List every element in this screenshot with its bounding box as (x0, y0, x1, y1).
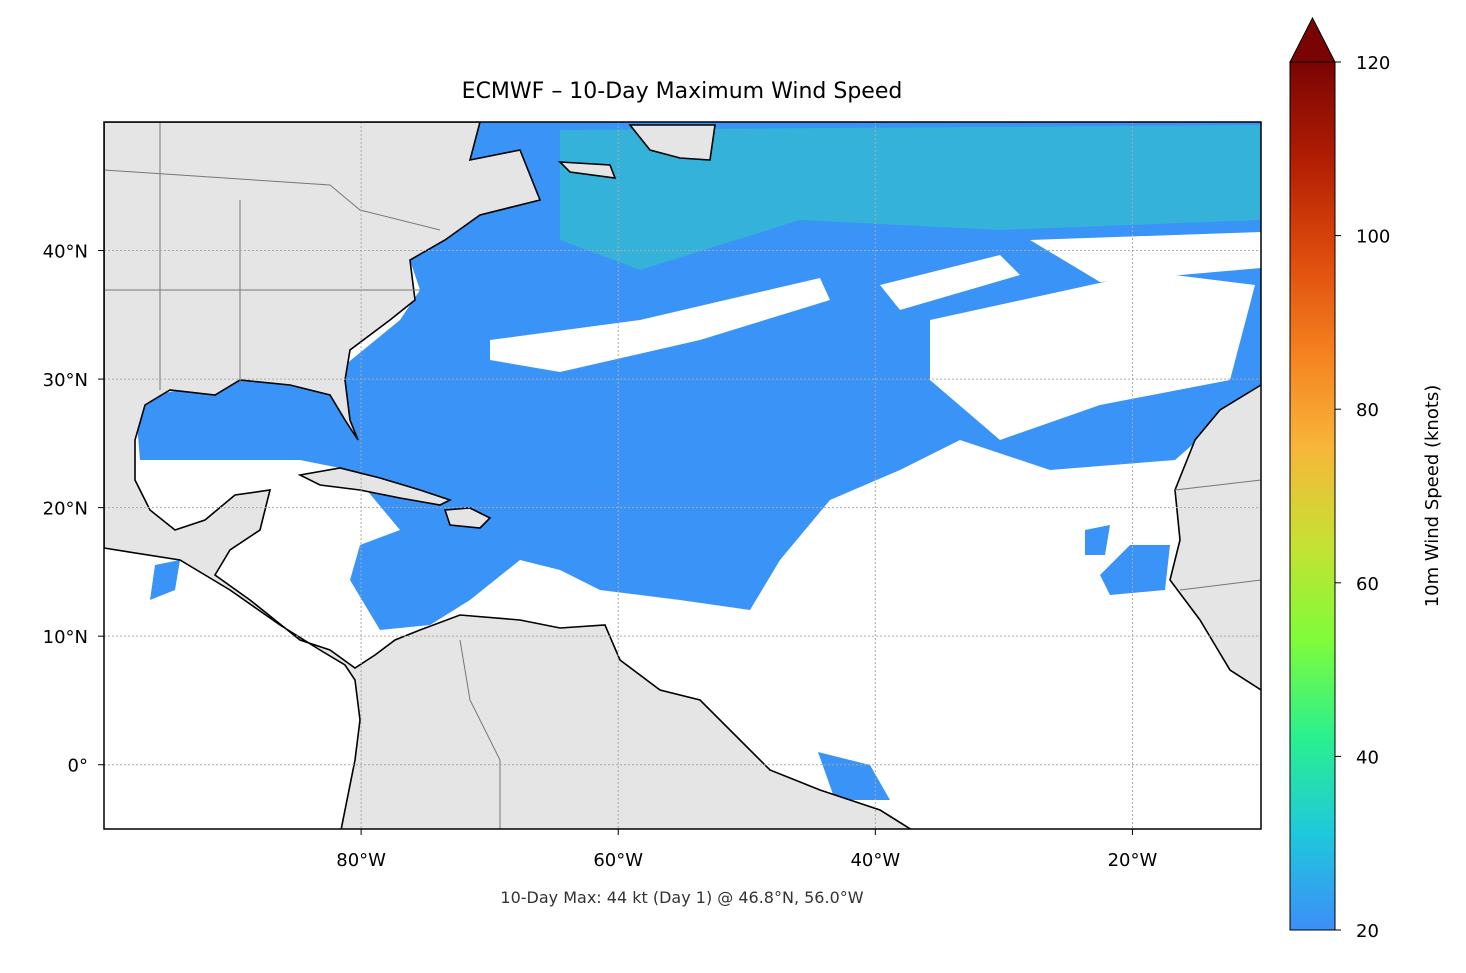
graticule (104, 122, 1261, 829)
x-tick-label: 80°W (336, 850, 386, 871)
colorbar-tick-label: 60 (1356, 574, 1379, 595)
borders (104, 122, 1261, 829)
y-tick-label: 0° (68, 756, 88, 777)
colorbar-tick-label: 100 (1356, 227, 1390, 248)
colorbar (1289, 61, 1336, 931)
colorbar-tick-label: 120 (1356, 53, 1390, 74)
colorbar-extension (1289, 16, 1336, 63)
y-tick-label: 30°N (43, 370, 88, 391)
calm-areas (490, 232, 1261, 440)
colorbar-tick-label: 20 (1356, 921, 1379, 942)
x-tick-label: 40°W (850, 850, 900, 871)
map-title: ECMWF – 10-Day Maximum Wind Speed (462, 79, 903, 104)
x-tick-label: 60°W (593, 850, 643, 871)
colorbar-tick-label: 80 (1356, 400, 1379, 421)
land (104, 122, 1261, 829)
y-tick-label: 10°N (43, 627, 88, 648)
annotation: 10-Day Max: 44 kt (Day 1) @ 46.8°N, 56.0… (500, 888, 863, 907)
wind-highlight (560, 125, 1261, 270)
map-area (104, 122, 1261, 829)
colorbar-label: 10m Wind Speed (knots) (1422, 385, 1443, 608)
x-tick-label: 20°W (1108, 850, 1158, 871)
map-frame (103, 121, 1262, 830)
y-tick-label: 20°N (43, 499, 88, 520)
y-tick-label: 40°N (43, 242, 88, 263)
colorbar-tick-label: 40 (1356, 747, 1379, 768)
